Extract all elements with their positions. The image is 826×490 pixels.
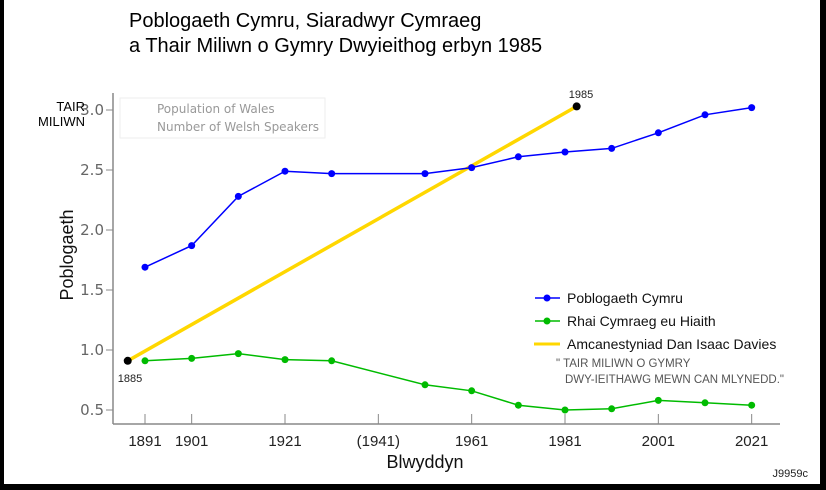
y-tick-label: 3.0 bbox=[80, 101, 104, 119]
point-label-1985: 1985 bbox=[569, 89, 593, 101]
legend-swatch-marker bbox=[543, 294, 551, 302]
data-point-population bbox=[748, 104, 756, 112]
data-point-1985 bbox=[572, 102, 581, 111]
data-point-welsh-speakers bbox=[514, 401, 522, 409]
y-tick-label: 1.0 bbox=[80, 341, 104, 359]
data-point-population bbox=[654, 129, 662, 137]
legend-entry-label: Amcanestyniad Dan Isaac Davies bbox=[567, 336, 776, 352]
data-point-welsh-speakers bbox=[468, 387, 476, 395]
x-tick-label: 1891 bbox=[128, 433, 161, 450]
data-point-population bbox=[281, 167, 289, 175]
data-point-welsh-speakers bbox=[561, 406, 569, 414]
data-point-welsh-speakers bbox=[748, 401, 756, 409]
x-tick-label: 2001 bbox=[642, 433, 675, 450]
data-point-population bbox=[328, 170, 336, 178]
y-tick-label: 0.5 bbox=[80, 401, 104, 419]
legend-quote-line-1: " TAIR MILIWN O GYMRY bbox=[556, 358, 691, 370]
legend-quote-line-2: DWY-IEITHAWG MEWN CAN MLYNEDD." bbox=[565, 374, 784, 386]
legend-entry-label: Rhai Cymraeg eu Hiaith bbox=[567, 313, 716, 329]
data-point-welsh-speakers bbox=[421, 381, 429, 389]
data-point-population bbox=[234, 192, 242, 200]
data-point-population bbox=[468, 164, 476, 172]
y-tick-label: 1.5 bbox=[80, 281, 104, 299]
ghost-legend-entry: Number of Welsh Speakers bbox=[157, 120, 319, 134]
y-tick-label: 2.5 bbox=[80, 161, 104, 179]
x-tick-label: 1921 bbox=[268, 433, 301, 450]
data-point-population bbox=[141, 263, 149, 271]
corner-code: J9959c bbox=[773, 468, 809, 480]
data-point-welsh-speakers bbox=[141, 357, 149, 365]
y-tick-label: 2.0 bbox=[80, 221, 104, 239]
x-tick-label: 2021 bbox=[735, 433, 768, 450]
point-label-1885: 1885 bbox=[118, 373, 142, 385]
x-tick-label: (1941) bbox=[357, 433, 400, 450]
data-point-welsh-speakers bbox=[608, 405, 616, 413]
chart-title-line-1: Poblogaeth Cymru, Siaradwyr Cymraeg bbox=[129, 10, 482, 32]
data-point-welsh-speakers bbox=[654, 396, 662, 404]
data-point-population bbox=[514, 153, 522, 161]
data-point-welsh-speakers bbox=[328, 357, 336, 365]
data-point-population bbox=[561, 148, 569, 156]
data-point-welsh-speakers bbox=[701, 399, 709, 407]
data-point-population bbox=[701, 111, 709, 119]
data-point-population bbox=[188, 242, 196, 250]
chart-title-line-2: a Thair Miliwn o Gymry Dwyieithog erbyn … bbox=[129, 35, 543, 57]
y-axis-label: Poblogaeth bbox=[57, 209, 77, 300]
y-annotation-tair-miliwn: TAIR bbox=[56, 99, 85, 114]
x-tick-label: 1981 bbox=[548, 433, 581, 450]
data-point-welsh-speakers bbox=[188, 354, 196, 362]
legend-swatch-marker bbox=[543, 317, 551, 325]
data-point-welsh-speakers bbox=[281, 356, 289, 364]
data-point-1885 bbox=[123, 356, 132, 365]
data-point-population bbox=[421, 170, 429, 178]
y-annotation-tair-miliwn: MILIWN bbox=[38, 114, 85, 129]
x-tick-label: 1961 bbox=[455, 433, 488, 450]
series-line-projection bbox=[126, 104, 578, 363]
x-tick-label: 1901 bbox=[175, 433, 208, 450]
legend-entry-label: Poblogaeth Cymru bbox=[567, 290, 683, 306]
chart-frame bbox=[4, 0, 820, 484]
data-point-population bbox=[608, 144, 616, 152]
ghost-legend-box bbox=[119, 97, 326, 139]
ghost-legend-entry: Population of Wales bbox=[157, 102, 275, 116]
data-point-welsh-speakers bbox=[234, 350, 242, 358]
x-axis-label: Blwyddyn bbox=[386, 452, 463, 472]
